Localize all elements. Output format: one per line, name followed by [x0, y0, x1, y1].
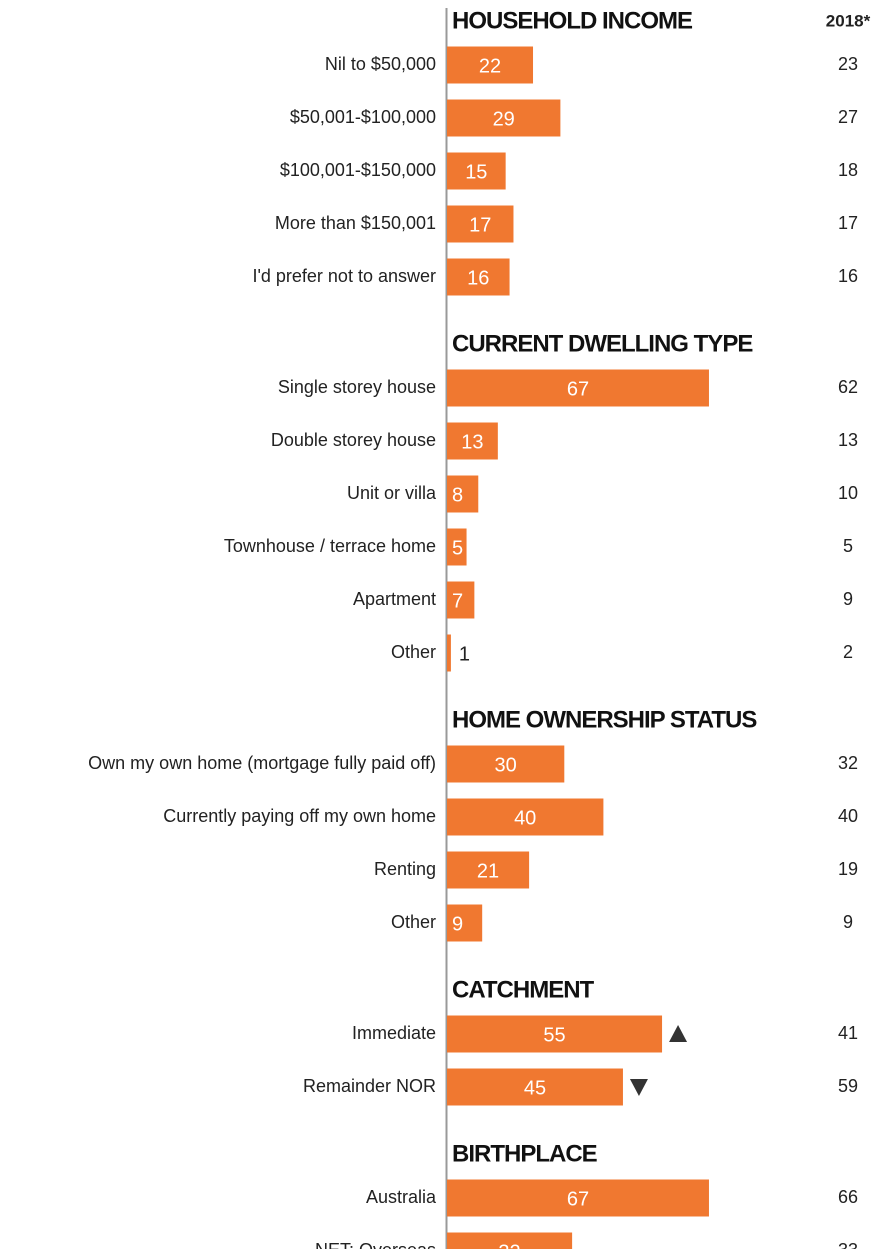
comparison-value: 17 [838, 213, 858, 233]
value-label: 40 [514, 807, 536, 829]
significance-marker [669, 1025, 688, 1042]
comparison-value: 19 [838, 859, 858, 879]
section-title: CURRENT DWELLING TYPE [452, 330, 753, 357]
comparison-value: 10 [838, 483, 858, 503]
comparison-value: 9 [843, 589, 853, 609]
comparison-value: 5 [843, 536, 853, 556]
bar [447, 422, 498, 460]
comparison-value: 41 [838, 1023, 858, 1043]
comparison-value: 18 [838, 160, 858, 180]
comparison-value: 32 [838, 753, 858, 773]
significance-marker [629, 1079, 648, 1096]
comparison-value: 62 [838, 377, 858, 397]
value-label: 67 [567, 378, 589, 400]
category-label: Nil to $50,000 [325, 54, 436, 74]
comparison-value: 27 [838, 107, 858, 127]
value-label: 9 [452, 913, 463, 935]
bar [447, 1179, 709, 1217]
category-label: Double storey house [271, 430, 436, 450]
bar [447, 851, 530, 889]
comparison-value: 2 [843, 642, 853, 662]
category-label: Own my own home (mortgage fully paid off… [88, 753, 436, 773]
value-label: 7 [452, 590, 463, 612]
section-title: HOME OWNERSHIP STATUS [452, 706, 757, 733]
category-label: NET: Overseas [315, 1240, 436, 1249]
value-label: 17 [469, 214, 491, 236]
category-label: $100,001-$150,000 [280, 160, 436, 180]
value-label: 55 [543, 1024, 565, 1046]
category-label: Australia [366, 1187, 437, 1207]
value-label: 8 [452, 484, 463, 506]
section-title: BIRTHPLACE [452, 1140, 598, 1167]
column-header: 2018* [826, 11, 871, 30]
value-label: 13 [461, 431, 483, 453]
comparison-value: 13 [838, 430, 858, 450]
section-title: HOUSEHOLD INCOME [452, 7, 693, 34]
bar [447, 475, 479, 513]
bar [447, 1068, 623, 1106]
category-label: I'd prefer not to answer [252, 266, 436, 286]
category-label: More than $150,001 [275, 213, 436, 233]
category-label: Townhouse / terrace home [224, 536, 436, 556]
category-label: Other [391, 912, 436, 932]
category-label: Other [391, 642, 436, 662]
bar [447, 1015, 663, 1053]
bar [447, 745, 565, 783]
bar [447, 99, 561, 137]
category-label: Renting [374, 859, 436, 879]
comparison-value: 23 [838, 54, 858, 74]
comparison-value: 16 [838, 266, 858, 286]
bar [447, 205, 514, 243]
bar [447, 634, 451, 672]
value-label: 45 [524, 1077, 546, 1099]
category-label: $50,001-$100,000 [290, 107, 436, 127]
value-label: 22 [479, 55, 501, 77]
category-label: Apartment [353, 589, 436, 609]
category-label: Unit or villa [347, 483, 437, 503]
value-label: 16 [467, 267, 489, 289]
value-label: 15 [465, 161, 487, 183]
bar [447, 528, 467, 566]
category-label: Remainder NOR [303, 1076, 436, 1096]
category-label: Currently paying off my own home [163, 806, 436, 826]
comparison-value: 40 [838, 806, 858, 826]
bar [447, 152, 506, 190]
category-label: Immediate [352, 1023, 436, 1043]
bar [447, 258, 510, 296]
value-label: 32 [498, 1241, 520, 1249]
comparison-value: 66 [838, 1187, 858, 1207]
comparison-value: 33 [838, 1240, 858, 1249]
bar [447, 798, 604, 836]
value-label: 21 [477, 860, 499, 882]
value-label: 29 [493, 108, 515, 130]
bar [447, 369, 709, 407]
bar [447, 46, 534, 84]
value-label: 1 [459, 643, 470, 665]
value-label: 5 [452, 537, 463, 559]
bar [447, 581, 475, 619]
category-label: Single storey house [278, 377, 436, 397]
comparison-value: 59 [838, 1076, 858, 1096]
bar [447, 1232, 573, 1249]
comparison-value: 9 [843, 912, 853, 932]
section-title: CATCHMENT [452, 976, 595, 1003]
bar [447, 904, 483, 942]
value-label: 67 [567, 1188, 589, 1210]
value-label: 30 [495, 754, 517, 776]
